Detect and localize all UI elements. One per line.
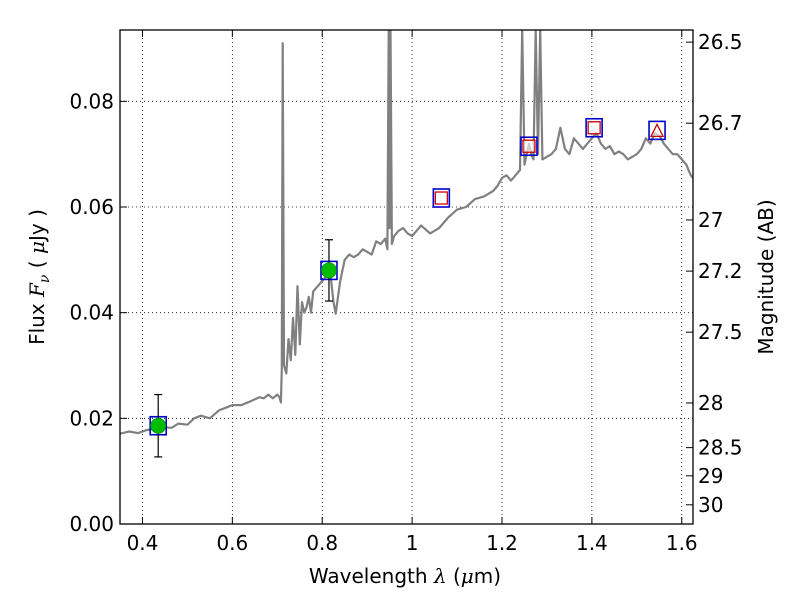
mag-tick-label: 29 [698,464,723,488]
y-tick-label: 0.08 [69,89,114,113]
mag-tick-label: 27.5 [698,320,743,344]
series-layer [120,30,693,435]
x-tick-label: 1.2 [486,531,518,555]
x-tick-label: 1 [406,531,419,555]
photometry-layer [149,117,666,458]
model-photometry-square [585,117,603,138]
mag-tick-label: 28.5 [698,436,743,460]
axis-ticks: 0.4 0.6 0.8 1 1.2 1.4 1.6 0.00 0.02 0.04 0.06 0.08 2… [69,30,743,555]
y-axis-label: Flux Fν ( μJy ) [25,209,53,345]
y-tick-label: 0.04 [69,301,114,325]
y-tick-label: 0.06 [69,195,114,219]
y2-axis-label: Magnitude (AB) [754,199,778,354]
x-axis-label: Wavelength λ (μm) [309,564,501,588]
model-photometry-square [432,188,451,208]
spectrum-line [120,30,693,435]
observed-photometry-point [321,262,337,279]
x-tick-label: 1.6 [666,531,698,555]
mag-tick-label: 27 [698,208,723,232]
observed-photometry-triangle [649,122,665,138]
mag-tick-label: 28 [698,391,723,415]
plot-frame [119,29,694,525]
x-tick-label: 0.8 [306,531,338,555]
model-photometry-square [648,120,666,141]
observed-photometry-square [587,121,601,135]
y-tick-label: 0.00 [69,512,114,536]
x-tick-label: 0.4 [127,531,159,555]
observed-photometry-square [522,139,536,153]
mag-tick-label: 30 [698,493,723,517]
observed-photometry-square [434,191,448,205]
mag-tick-label: 27.2 [698,259,743,283]
model-photometry-square [520,136,538,157]
x-tick-label: 0.6 [216,531,248,555]
observed-photometry-point [150,417,167,434]
y-tick-label: 0.02 [69,406,114,430]
mag-tick-label: 26.7 [698,111,743,135]
mag-tick-label: 26.5 [698,30,743,54]
grid [120,30,693,524]
x-tick-label: 1.4 [576,531,608,555]
